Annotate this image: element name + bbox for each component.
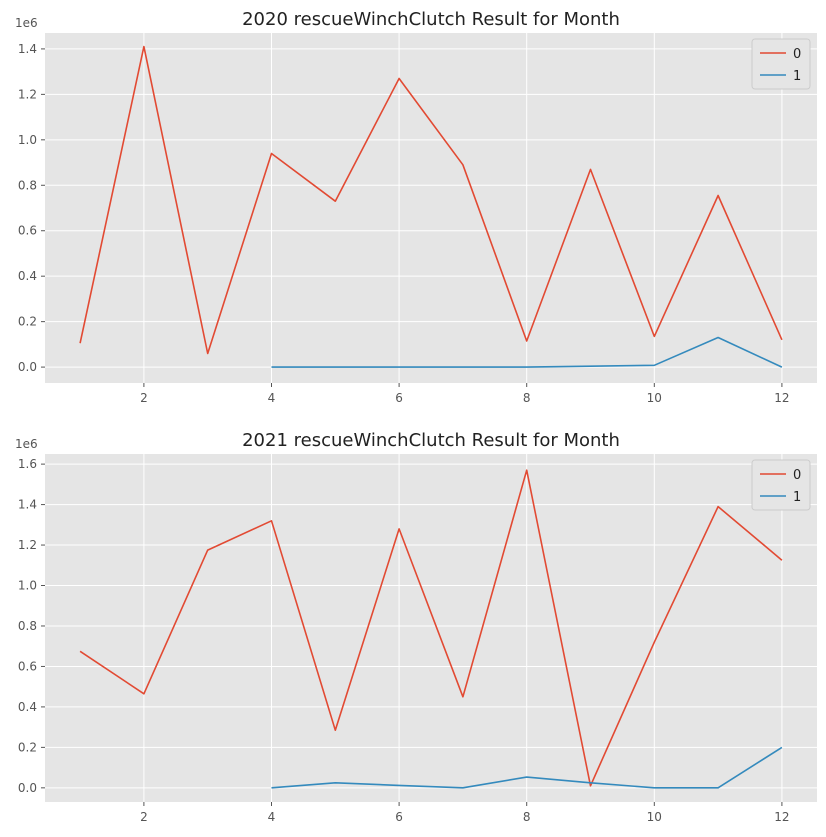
legend-box bbox=[751, 38, 811, 90]
legend: 01 bbox=[751, 38, 811, 90]
y-tick-label: 1.4 bbox=[18, 498, 37, 512]
y-tick-label: 0.0 bbox=[18, 781, 37, 795]
legend-label-1: 1 bbox=[793, 490, 801, 505]
series-line-0 bbox=[79, 469, 783, 787]
series-line-1 bbox=[271, 336, 783, 368]
x-tick-label: 10 bbox=[647, 810, 662, 824]
legend-label-0: 0 bbox=[793, 47, 801, 62]
x-tick-label: 12 bbox=[774, 391, 789, 405]
x-tick-label: 4 bbox=[268, 391, 276, 405]
x-tick-label: 12 bbox=[774, 810, 789, 824]
y-tick-label: 1.0 bbox=[18, 133, 37, 147]
x-tick-label: 8 bbox=[523, 391, 531, 405]
series-line-0 bbox=[79, 45, 783, 355]
y-tick-label: 0.2 bbox=[18, 740, 37, 754]
plot-area bbox=[45, 454, 817, 802]
x-tick-label: 6 bbox=[395, 810, 403, 824]
y-tick-label: 0.6 bbox=[18, 659, 37, 673]
y-tick-label: 0.8 bbox=[18, 619, 37, 633]
y-tick-label: 0.0 bbox=[18, 360, 37, 374]
x-tick-label: 6 bbox=[395, 391, 403, 405]
x-tick-label: 10 bbox=[647, 391, 662, 405]
legend-label-1: 1 bbox=[793, 69, 801, 84]
series-line-1 bbox=[271, 746, 783, 789]
chart-title: 2020 rescueWinchClutch Result for Month bbox=[242, 9, 620, 30]
y-tick-label: 1.0 bbox=[18, 579, 37, 593]
y-offset-label: 1e6 bbox=[15, 16, 38, 30]
y-offset-label: 1e6 bbox=[15, 437, 38, 451]
legend-box bbox=[751, 459, 811, 511]
y-tick-label: 0.2 bbox=[18, 315, 37, 329]
y-tick-label: 1.2 bbox=[18, 538, 37, 552]
y-tick-label: 0.8 bbox=[18, 178, 37, 192]
plot-area bbox=[45, 33, 817, 383]
legend: 01 bbox=[751, 459, 811, 511]
x-tick-label: 2 bbox=[140, 810, 148, 824]
chart-title: 2021 rescueWinchClutch Result for Month bbox=[242, 430, 620, 451]
y-tick-label: 0.6 bbox=[18, 224, 37, 238]
y-tick-label: 0.4 bbox=[18, 700, 37, 714]
y-tick-label: 1.4 bbox=[18, 42, 37, 56]
x-tick-label: 4 bbox=[268, 810, 276, 824]
y-tick-label: 1.2 bbox=[18, 87, 37, 101]
legend-label-0: 0 bbox=[793, 468, 801, 483]
y-tick-label: 1.6 bbox=[18, 457, 37, 471]
x-tick-label: 8 bbox=[523, 810, 531, 824]
x-tick-label: 2 bbox=[140, 391, 148, 405]
y-tick-label: 0.4 bbox=[18, 269, 37, 283]
